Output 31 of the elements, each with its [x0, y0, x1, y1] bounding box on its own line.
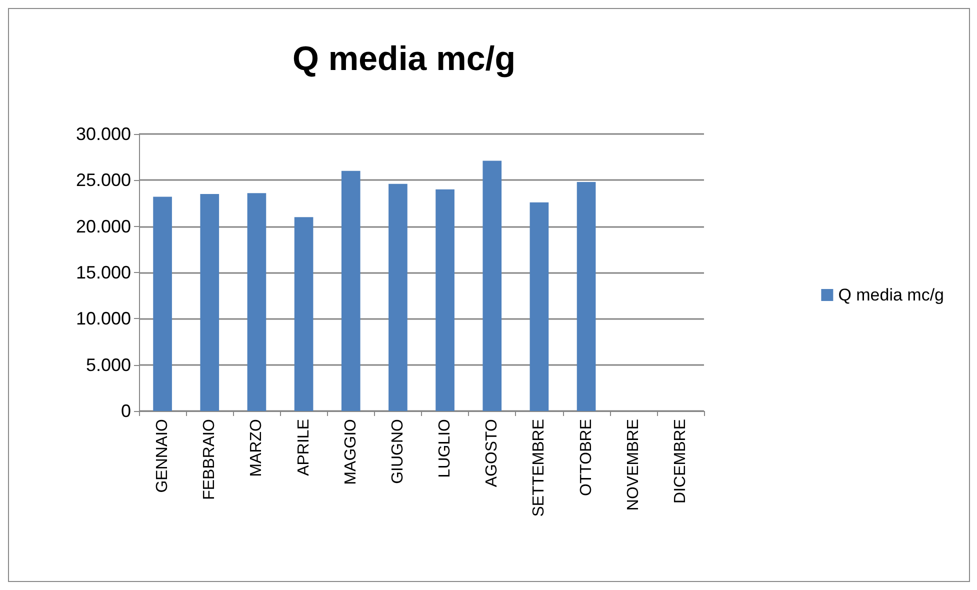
bar — [247, 193, 266, 411]
x-tick-label: GENNAIO — [154, 419, 172, 493]
x-tick-label: MAGGIO — [342, 419, 360, 485]
chart-title: Q media mc/g — [292, 40, 516, 78]
x-tick-label: APRILE — [295, 419, 312, 476]
x-tick-label: OTTOBRE — [578, 419, 595, 496]
y-tick-label: 10.000 — [76, 308, 131, 329]
y-tick-label: 0 — [120, 401, 131, 421]
bar — [436, 189, 454, 411]
bar — [153, 196, 172, 411]
y-tick-label: 20.000 — [76, 216, 131, 236]
legend-label: Q media mc/g — [838, 286, 944, 304]
bar — [341, 170, 360, 411]
bar — [388, 184, 408, 411]
y-tick-label: 15.000 — [76, 262, 131, 282]
x-tick-label: FEBBRAIO — [201, 419, 218, 500]
y-tick-label: 5.000 — [86, 354, 131, 375]
bar — [200, 194, 220, 411]
y-tick-label: 30.000 — [76, 124, 131, 144]
y-tick-label: 25.000 — [76, 170, 131, 190]
bar — [576, 182, 596, 411]
x-tick-label: LUGLIO — [436, 419, 454, 478]
x-tick-label: AGOSTO — [484, 419, 501, 488]
x-tick-label: SETTEMBRE — [530, 419, 548, 517]
x-tick-label: DICEMBRE — [672, 419, 689, 504]
x-tick-label: MARZO — [248, 419, 266, 477]
bar — [530, 202, 549, 411]
x-tick-label: GIUGNO — [389, 419, 406, 484]
bar — [294, 217, 314, 411]
x-tick-label: NOVEMBRE — [624, 419, 642, 511]
bar — [482, 160, 502, 411]
